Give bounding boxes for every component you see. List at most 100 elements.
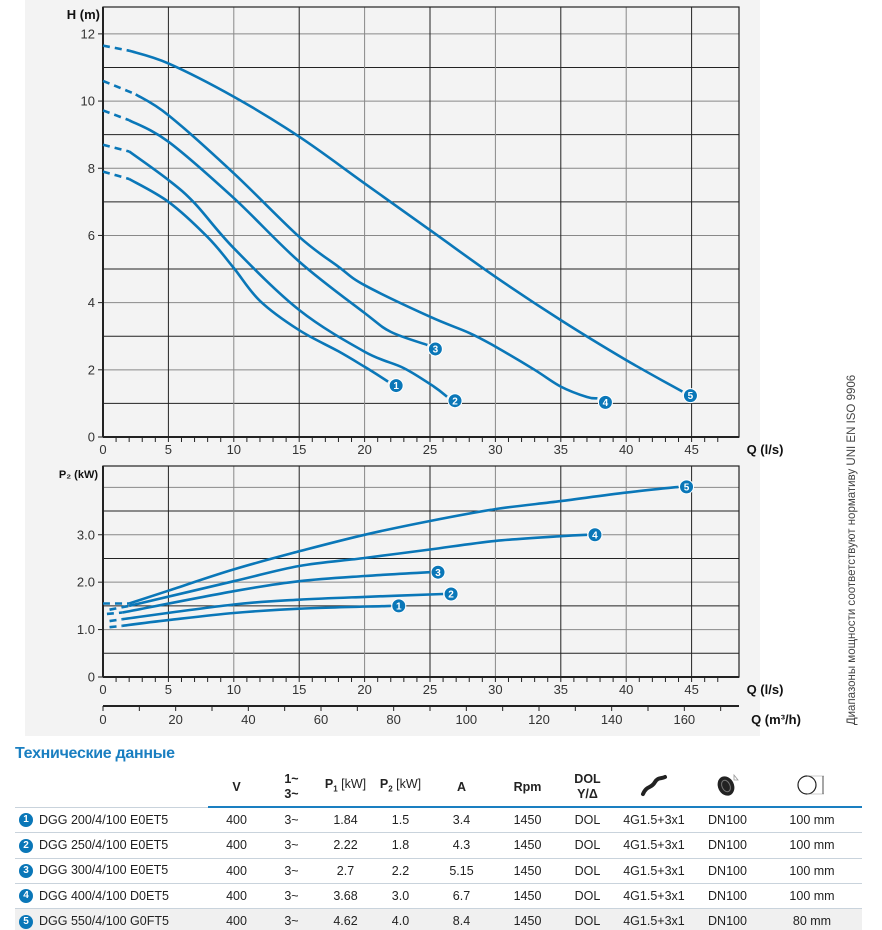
x2-tick-label: 40	[241, 712, 255, 727]
y-tick-label: 0	[88, 430, 95, 445]
curve-3-dashed	[106, 611, 123, 616]
table-row: 4 DGG 400/4/100 D0ET5 400 3~ 3.68 3.0 6.7…	[15, 883, 862, 910]
start-cell: DOL	[560, 883, 615, 910]
header-p1: P1 [kW]	[318, 768, 373, 808]
phase-cell: 3~	[265, 908, 318, 930]
model-name: DGG 300/4/100 E0ET5	[39, 863, 169, 878]
cable-cell: 4G1.5+3x1	[615, 858, 693, 884]
curve-4-marker	[587, 527, 603, 543]
plot-frame	[102, 6, 740, 438]
p2-cell: 1.8	[373, 832, 428, 859]
x2-tick-label: 100	[455, 712, 477, 727]
curve-label-1: 1	[393, 381, 399, 392]
y-tick-label: 4	[88, 295, 95, 310]
header-p2-unit: [kW]	[392, 777, 422, 792]
curve-label-4: 4	[603, 398, 609, 409]
x-tick-label: 35	[554, 682, 568, 697]
passage-cell: 100 mm	[762, 807, 862, 834]
power-chart	[98, 465, 740, 682]
table-row: 3 DGG 300/4/100 E0ET5 400 3~ 2.7 2.2 5.15…	[15, 858, 862, 884]
model-name: DGG 200/4/100 E0ET5	[39, 812, 169, 827]
curve-5-marker	[682, 388, 698, 404]
curve-label-3: 3	[435, 568, 441, 579]
header-p2: P2 [kW]	[373, 768, 428, 808]
outlet-cell: DN100	[693, 858, 762, 884]
outlet-cell: DN100	[693, 807, 762, 834]
x-tick-label: 40	[619, 442, 633, 457]
curve-label-5: 5	[688, 391, 694, 402]
x-tick-label: 20	[357, 442, 371, 457]
p2-cell: 3.0	[373, 883, 428, 910]
y-tick-label: 2	[88, 362, 95, 377]
x2-tick-label: 80	[386, 712, 400, 727]
phase-cell: 3~	[265, 883, 318, 910]
start-cell: DOL	[560, 832, 615, 859]
cable-cell: 4G1.5+3x1	[615, 832, 693, 859]
model-name: DGG 250/4/100 E0ET5	[39, 838, 169, 853]
header-p2-sub: 2	[388, 784, 393, 794]
x-tick-label: 15	[292, 682, 306, 697]
curve-number-badge: 3	[19, 864, 33, 879]
curve-4-dashed	[109, 604, 130, 611]
x-tick-label: 0	[99, 682, 106, 697]
standard-note: Диапазоны мощности соответствуют нормати…	[846, 374, 858, 726]
table-header-row: V 1~ 3~ P1 [kW] P2 [kW] A Rpm DOL Y/Δ	[15, 768, 862, 808]
curve-number-badge: 1	[19, 813, 33, 828]
rpm-cell: 1450	[495, 832, 560, 859]
x-tick-label: 45	[684, 442, 698, 457]
model-name: DGG 550/4/100 G0FT5	[39, 913, 169, 928]
header-rpm: Rpm	[495, 768, 560, 808]
p2-cell: 2.2	[373, 858, 428, 884]
x-tick-label: 10	[227, 442, 241, 457]
header-p1-unit: [kW]	[337, 777, 367, 792]
outlet-cell: DN100	[693, 832, 762, 859]
voltage-cell: 400	[208, 807, 265, 834]
header-blank	[15, 768, 208, 808]
x-tick-label: 25	[423, 442, 437, 457]
x-tick-label: 15	[292, 442, 306, 457]
curve-5-marker	[679, 479, 695, 495]
p2-cell: 4.0	[373, 908, 428, 930]
cable-cell: 4G1.5+3x1	[615, 883, 693, 910]
y-tick-label: 1.0	[77, 622, 95, 637]
phase-cell: 3~	[265, 807, 318, 834]
x2-tick-label: 140	[601, 712, 623, 727]
header-phase-1: 1~	[284, 772, 299, 786]
y-tick-label: 2.0	[77, 575, 95, 590]
passage-cell: 100 mm	[762, 832, 862, 859]
solids-passage-icon	[762, 768, 862, 808]
y-axis-label: P₂ (kW)	[59, 469, 98, 481]
head-chart	[98, 6, 740, 442]
passage-cell: 100 mm	[762, 883, 862, 910]
tech-data-table: V 1~ 3~ P1 [kW] P2 [kW] A Rpm DOL Y/Δ 1 DGG…	[15, 768, 862, 930]
passage-cell: 100 mm	[762, 858, 862, 884]
curve-label-2: 2	[448, 590, 454, 601]
header-start-yd: Y/Δ	[577, 787, 598, 801]
x-tick-label: 20	[357, 682, 371, 697]
rpm-cell: 1450	[495, 807, 560, 834]
y-tick-label: 10	[81, 94, 95, 109]
start-cell: DOL	[560, 858, 615, 884]
y-tick-label: 12	[81, 26, 95, 41]
voltage-cell: 400	[208, 883, 265, 910]
x-tick-label: 35	[554, 442, 568, 457]
x2-tick-label: 20	[168, 712, 182, 727]
x-tick-label: 0	[99, 442, 106, 457]
p1-cell: 1.84	[318, 807, 373, 834]
p1-cell: 4.62	[318, 908, 373, 930]
p1-cell: 2.22	[318, 832, 373, 859]
current-cell: 8.4	[428, 908, 495, 930]
table-row: 5 DGG 550/4/100 G0FT5 400 3~ 4.62 4.0 8.4…	[15, 908, 862, 930]
model-cell: 1 DGG 200/4/100 E0ET5	[15, 807, 208, 834]
rpm-cell: 1450	[495, 883, 560, 910]
curve-number-badge: 5	[19, 914, 33, 929]
curve-3-marker	[427, 341, 443, 357]
x-tick-label: 5	[165, 682, 172, 697]
header-start-dol: DOL	[574, 772, 601, 786]
y-axis-label: H (m)	[67, 7, 100, 22]
curve-4-marker	[597, 394, 613, 410]
header-voltage: V	[208, 768, 265, 808]
p2-cell: 1.5	[373, 807, 428, 834]
curve-1-dashed	[109, 624, 123, 629]
